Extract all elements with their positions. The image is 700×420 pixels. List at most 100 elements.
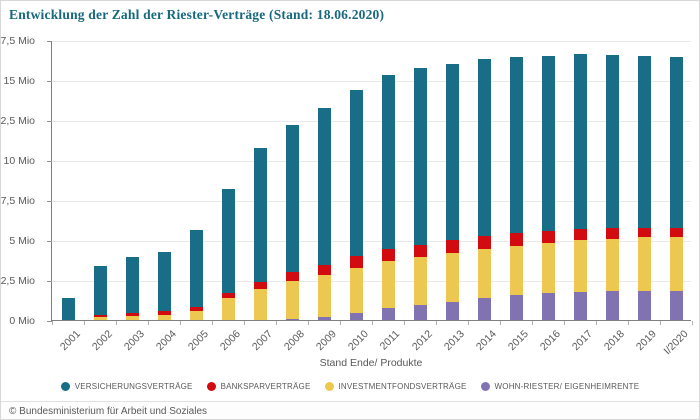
bar-segment[interactable] [637,56,651,228]
legend-item[interactable]: WOHN-RIESTER/ EIGENHEIMRENTE [480,382,640,391]
bar-2013[interactable] [445,64,459,320]
bar-segment[interactable] [541,292,555,320]
bar-segment[interactable] [221,298,235,320]
bar-segment[interactable] [381,249,395,262]
y-axis-label: 17,5 Mio [0,35,35,47]
bar-2008[interactable] [285,124,299,320]
x-axis-tick [500,321,501,325]
bar-segment[interactable] [189,229,203,307]
bar-segment[interactable] [445,240,459,254]
bar-I/2020[interactable] [669,57,683,320]
bar-segment[interactable] [349,256,363,268]
bar-segment[interactable] [477,297,491,320]
bar-2001[interactable] [61,297,75,320]
bar-2019[interactable] [637,56,651,320]
bar-segment[interactable] [253,281,267,290]
bar-segment[interactable] [349,312,363,320]
bar-2009[interactable] [317,108,331,320]
bar-segment[interactable] [477,235,491,249]
bar-segment[interactable] [381,261,395,309]
bar-segment[interactable] [637,227,651,238]
bar-segment[interactable] [605,228,619,239]
bar-2005[interactable] [189,229,203,320]
legend-label: WOHN-RIESTER/ EIGENHEIMRENTE [494,382,640,391]
bar-segment[interactable] [93,317,107,320]
bar-segment[interactable] [317,274,331,317]
bar-segment[interactable] [605,54,619,229]
bar-segment[interactable] [189,310,203,320]
bar-segment[interactable] [669,237,683,291]
bar-segment[interactable] [253,289,267,320]
bar-segment[interactable] [541,55,555,231]
bar-segment[interactable] [221,189,235,293]
bar-2015[interactable] [509,57,523,320]
bar-segment[interactable] [413,244,427,257]
bar-2018[interactable] [605,54,619,320]
bar-2016[interactable] [541,55,555,320]
bar-2004[interactable] [157,252,171,320]
bar-segment[interactable] [93,266,107,315]
bar-segment[interactable] [125,312,139,317]
bar-segment[interactable] [157,310,171,315]
bar-segment[interactable] [61,297,75,320]
bar-segment[interactable] [157,252,171,311]
bar-segment[interactable] [477,248,491,298]
legend-item[interactable]: VERSICHERUNGSVERTRÄGE [60,382,193,391]
bar-2014[interactable] [477,59,491,320]
bar-segment[interactable] [125,257,139,313]
bar-segment[interactable] [509,245,523,296]
bar-2006[interactable] [221,189,235,320]
bar-segment[interactable] [445,253,459,302]
bar-segment[interactable] [381,308,395,320]
legend-item[interactable]: INVESTMENTFONDSVERTRÄGE [324,382,467,391]
bar-segment[interactable] [605,291,619,320]
bar-segment[interactable] [637,290,651,320]
bar-segment[interactable] [541,230,555,244]
bar-2010[interactable] [349,90,363,320]
bar-segment[interactable] [605,238,619,292]
bar-segment[interactable] [413,304,427,320]
bar-segment[interactable] [285,124,299,272]
bar-segment[interactable] [669,290,683,320]
bar-2003[interactable] [125,257,139,320]
y-axis-tick [47,281,52,282]
bar-segment[interactable] [477,59,491,236]
bar-segment[interactable] [189,306,203,311]
bar-segment[interactable] [93,314,107,318]
bar-segment[interactable] [317,264,331,275]
bar-2012[interactable] [413,68,427,320]
bar-segment[interactable] [669,228,683,238]
bar-2007[interactable] [253,147,267,320]
bar-segment[interactable] [573,228,587,241]
bar-segment[interactable] [445,64,459,241]
bar-segment[interactable] [253,147,267,282]
bar-segment[interactable] [573,240,587,292]
bar-segment[interactable] [349,267,363,313]
legend-item[interactable]: BANKSPARVERTRÄGE [206,382,311,391]
bar-segment[interactable] [413,256,427,305]
bar-segment[interactable] [541,243,555,293]
x-axis-tick [468,321,469,325]
bar-segment[interactable] [285,271,299,281]
bar-segment[interactable] [221,292,235,299]
bar-segment[interactable] [637,237,651,291]
bar-segment[interactable] [317,316,331,320]
bar-segment[interactable] [157,314,171,320]
bar-segment[interactable] [285,280,299,319]
bar-segment[interactable] [573,291,587,320]
bar-segment[interactable] [413,68,427,245]
bar-segment[interactable] [509,233,523,246]
bar-segment[interactable] [509,295,523,320]
bar-segment[interactable] [669,57,683,229]
bar-2017[interactable] [573,54,587,320]
bar-segment[interactable] [445,301,459,320]
bar-segment[interactable] [349,90,363,257]
bar-2011[interactable] [381,75,395,320]
bar-2002[interactable] [93,266,107,320]
bar-segment[interactable] [509,57,523,234]
bar-segment[interactable] [125,316,139,320]
bar-segment[interactable] [381,75,395,250]
bar-segment[interactable] [573,54,587,229]
bar-segment[interactable] [285,318,299,320]
bar-segment[interactable] [317,108,331,265]
